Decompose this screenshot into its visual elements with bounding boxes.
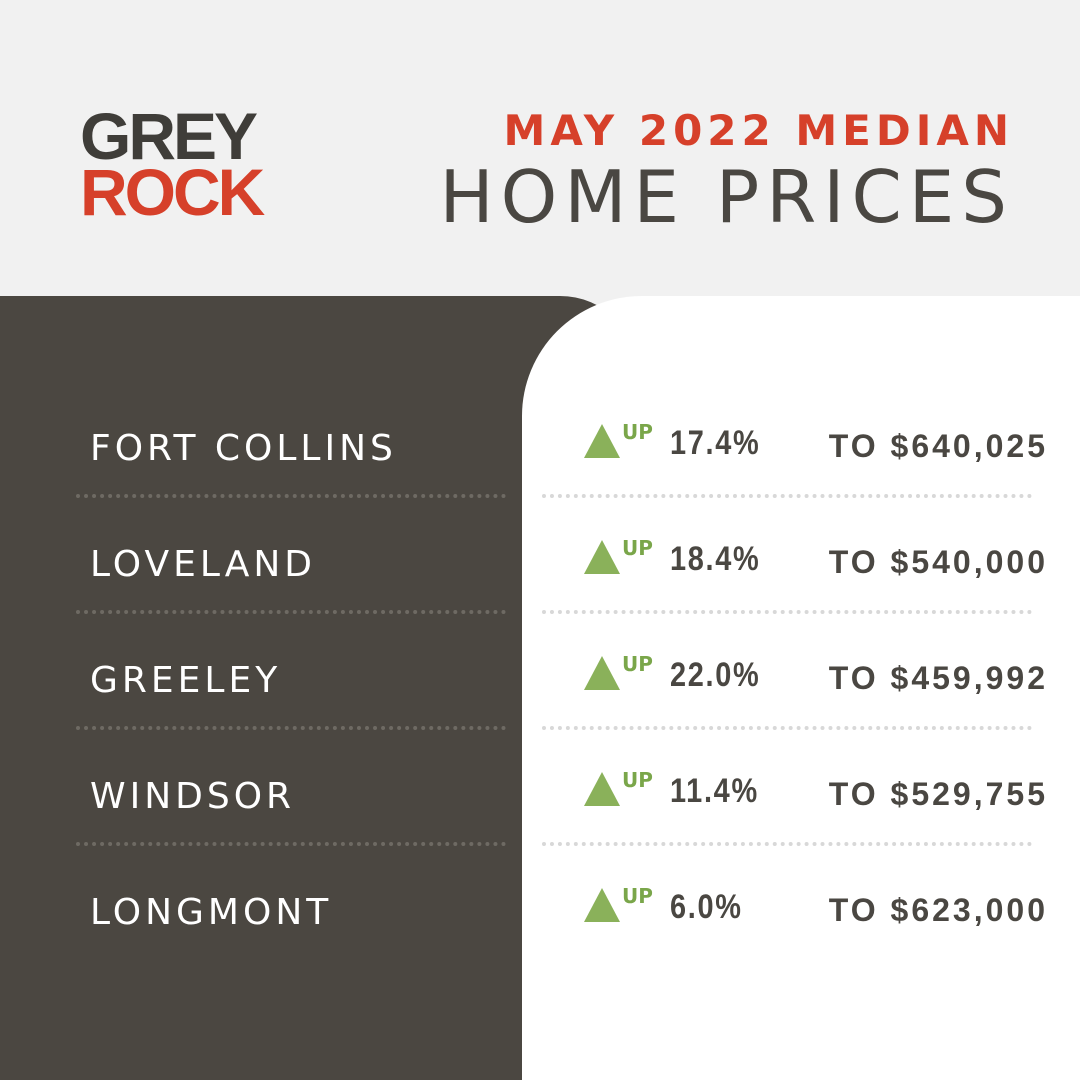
logo: GREY ROCK [80,99,265,229]
logo-line-2: ROCK [80,155,265,229]
city-name: FORT COLLINS [90,428,397,469]
logo-line-1: GREY [80,99,258,173]
change-percent: 17.4% [670,424,761,462]
median-price: TO $529,755 [828,776,1048,812]
dotted-divider [76,610,506,614]
dotted-divider [542,494,1032,498]
up-triangle-icon [584,424,620,458]
header: MAY 2022 MEDIAN HOME PRICES [440,108,1014,240]
table-row: GREELEY UP 22.0% TO $459,992 [0,650,1080,710]
table-row: LONGMONT UP 6.0% TO $623,000 [0,882,1080,942]
city-name: WINDSOR [90,776,296,817]
direction-label: UP [622,884,653,908]
city-name: LONGMONT [90,892,333,933]
dotted-divider [542,842,1032,846]
change-percent: 22.0% [670,656,761,694]
median-price: TO $540,000 [828,544,1048,580]
change-percent: 18.4% [670,540,761,578]
direction-label: UP [622,768,653,792]
dotted-divider [542,610,1032,614]
dotted-divider [542,726,1032,730]
dotted-divider [76,726,506,730]
median-price: TO $623,000 [828,892,1048,928]
median-price: TO $640,025 [828,428,1048,464]
median-price: TO $459,992 [828,660,1048,696]
up-triangle-icon [584,656,620,690]
up-triangle-icon [584,888,620,922]
direction-label: UP [622,652,653,676]
change-percent: 11.4% [670,772,759,810]
direction-label: UP [622,536,653,560]
dotted-divider [76,494,506,498]
up-triangle-icon [584,540,620,574]
subtitle: MAY 2022 MEDIAN [503,106,1014,155]
city-name: GREELEY [90,660,282,701]
table-row: WINDSOR UP 11.4% TO $529,755 [0,766,1080,826]
table-row: FORT COLLINS UP 17.4% TO $640,025 [0,418,1080,478]
change-percent: 6.0% [670,888,743,926]
table-row: LOVELAND UP 18.4% TO $540,000 [0,534,1080,594]
city-name: LOVELAND [90,544,317,585]
dotted-divider [76,842,506,846]
up-triangle-icon [584,772,620,806]
direction-label: UP [622,420,653,444]
page-title: HOME PRICES [439,155,1014,239]
